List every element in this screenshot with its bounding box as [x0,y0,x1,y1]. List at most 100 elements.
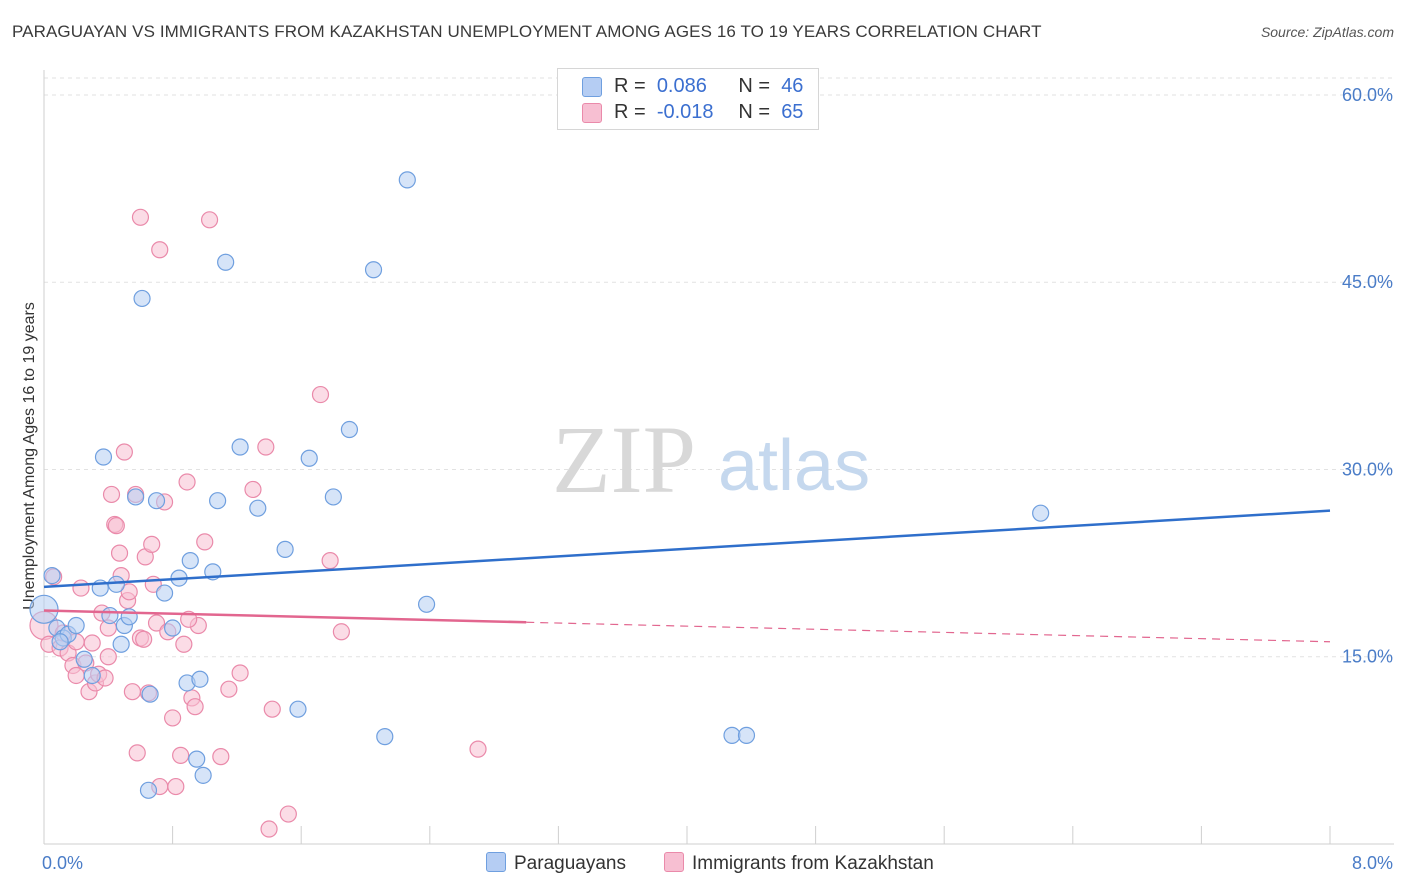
x-tick-label: 8.0% [1352,853,1393,873]
point-paraguayans [249,499,267,517]
point-paraguayans [29,594,59,624]
y-tick-label: 15.0% [1342,647,1393,667]
point-paraguayans [217,253,235,271]
point-paraguayans [164,619,182,637]
r-label: R = [614,75,646,97]
point-paraguayans [289,700,307,718]
point-kazakhstan [115,443,133,461]
point-paraguayans [120,608,138,626]
y-tick-label: 45.0% [1342,272,1393,292]
point-kazakhstan [175,635,193,653]
point-kazakhstan [260,820,278,838]
n-label: N = [738,101,771,123]
point-kazakhstan [102,485,121,504]
point-kazakhstan [151,241,169,259]
point-kazakhstan [196,533,214,551]
point-kazakhstan [72,579,90,597]
watermark: ZIP atlas [552,406,870,513]
bottom-legend-kazakhstan: Immigrants from Kazakhstan [664,852,934,875]
point-kazakhstan [164,709,182,727]
point-kazakhstan [135,630,153,648]
point-paraguayans [127,488,145,506]
point-kazakhstan [128,744,146,762]
point-paraguayans [139,781,158,799]
gridlines [44,77,1394,658]
point-kazakhstan [172,746,190,764]
trend-line-kazakhstan-dashed [526,621,1331,643]
bottom-legend-swatch-blue [486,852,506,872]
point-kazakhstan [67,666,85,685]
point-paraguayans [141,685,159,703]
legend-swatch-blue [582,77,602,97]
point-kazakhstan [123,683,142,701]
watermark-zip: ZIP [552,406,696,513]
point-paraguayans [398,171,416,189]
point-paraguayans [107,575,125,593]
point-paraguayans [1032,504,1050,522]
point-kazakhstan [279,805,297,823]
axes [43,70,1394,845]
n-value-paraguayans: 46 [781,75,804,97]
point-paraguayans [181,552,199,570]
point-kazakhstan [99,648,117,666]
r-label: R = [614,101,646,123]
point-paraguayans [147,492,166,510]
point-paraguayans [376,728,394,746]
bottom-legend-paraguayans: Paraguayans [486,852,626,875]
n-value-kazakhstan: 65 [781,101,804,123]
trend-line-paraguayans [43,509,1331,589]
point-kazakhstan [311,385,330,404]
point-paraguayans [737,726,756,744]
x-tick-labels: 0.0% 8.0% [42,853,1393,873]
point-paraguayans [417,595,436,613]
point-kazakhstan [244,480,262,499]
r-value-paraguayans: 0.086 [656,75,707,97]
trend-lines [43,509,1331,643]
correlation-legend: R = 0.086 N = 46 R = -0.018 N = 65 [557,68,819,130]
point-paraguayans [83,666,101,685]
chart-title: PARAGUAYAN VS IMMIGRANTS FROM KAZAKHSTAN… [12,22,1042,41]
point-kazakhstan [469,740,487,758]
point-kazakhstan [167,777,185,796]
point-paraguayans [194,766,212,784]
point-paraguayans [155,584,174,602]
point-kazakhstan [107,517,125,535]
bottom-legend-swatch-pink [664,852,684,872]
point-paraguayans [364,261,383,279]
point-paraguayans [209,492,227,510]
point-paraguayans [112,635,130,653]
point-kazakhstan [257,438,275,456]
point-paraguayans [94,448,113,466]
point-paraguayans [101,606,119,625]
bottom-legend-label: Immigrants from Kazakhstan [692,853,934,874]
point-kazakhstan [332,623,350,641]
point-kazakhstan [186,698,204,716]
point-paraguayans [723,726,741,744]
x-tick-label: 0.0% [42,853,83,873]
series-paraguayans-points [29,171,1050,799]
point-paraguayans [231,438,249,456]
source-label: Source: ZipAtlas.com [1260,24,1394,40]
series-kazakhstan-points [29,208,487,838]
n-label: N = [738,75,771,97]
point-kazakhstan [131,208,150,226]
point-kazakhstan [200,211,219,229]
point-paraguayans [43,566,61,585]
point-kazakhstan [231,664,249,682]
point-paraguayans [340,420,359,439]
point-paraguayans [276,540,294,558]
point-paraguayans [191,670,209,688]
point-paraguayans [75,650,93,668]
point-paraguayans [300,449,318,467]
trend-line-kazakhstan [43,609,527,624]
point-kazakhstan [147,614,166,632]
point-kazakhstan [83,634,101,652]
point-kazakhstan [120,583,138,601]
point-kazakhstan [263,700,281,718]
point-paraguayans [324,488,342,506]
point-kazakhstan [220,680,238,698]
r-value-kazakhstan: -0.018 [656,101,714,123]
point-kazakhstan [321,552,339,570]
point-kazakhstan [143,535,161,553]
